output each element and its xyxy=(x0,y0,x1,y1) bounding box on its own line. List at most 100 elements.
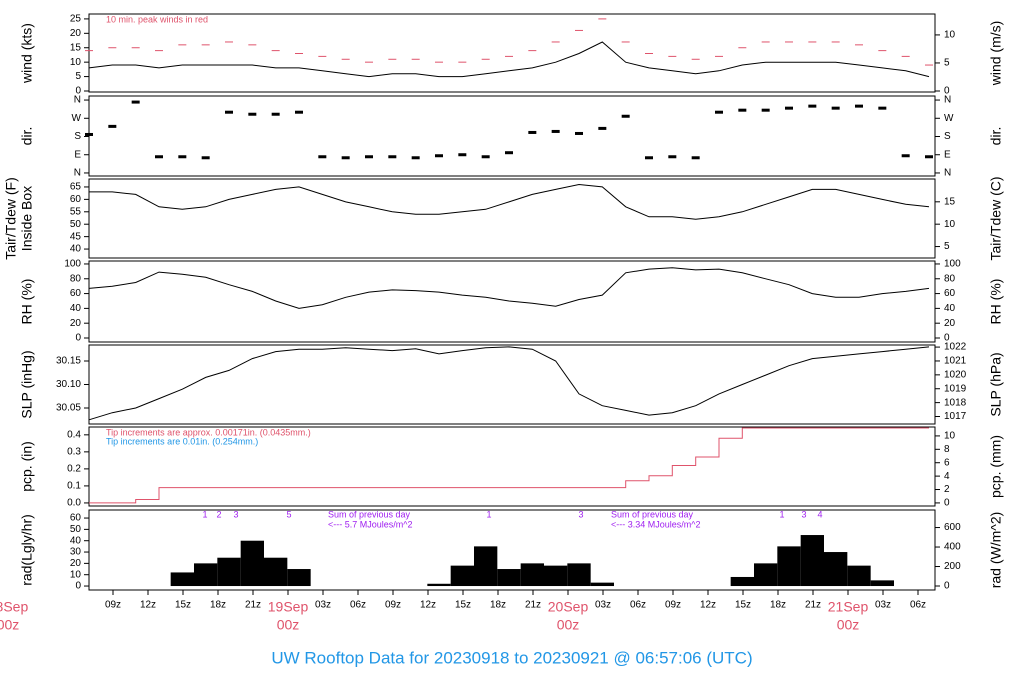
x-tick-label: 21z xyxy=(805,600,821,611)
x-tick-label: 21z xyxy=(245,600,261,611)
y-tick-label: 40 xyxy=(70,535,82,546)
panel: 0 5 10 15 20 25 0 5 10 wind (kts) wind (m/s) 10 min… xyxy=(19,13,1004,97)
x-tick-label: 15z xyxy=(175,600,191,611)
y-axis-label: dir. xyxy=(19,127,35,146)
y2-tick-label: W xyxy=(944,113,954,124)
x-tick-label: 12z xyxy=(700,600,716,611)
annotation: <--- 3.34 MJoules/m^2 xyxy=(611,519,701,529)
y2-tick-label: 8 xyxy=(944,444,950,455)
y-tick-label: 0.2 xyxy=(67,464,81,475)
y2-tick-label: 20 xyxy=(944,318,956,329)
x-tick-label: 09z xyxy=(105,600,121,611)
plot-frame xyxy=(88,426,936,507)
y2-tick-label: 1017 xyxy=(944,411,967,422)
y-axis-label: wind (kts) xyxy=(19,23,35,84)
y2-tick-label: 1018 xyxy=(944,397,967,408)
y-tick-label: 30.10 xyxy=(56,379,81,390)
dir-point xyxy=(341,156,350,160)
dir-point xyxy=(85,132,93,136)
annotation: 3 xyxy=(233,509,238,519)
dir-point xyxy=(131,100,140,104)
dir-point xyxy=(645,156,653,160)
dir-point xyxy=(528,130,537,134)
y-tick-label: 55 xyxy=(70,206,82,217)
x-tick-label: 18z xyxy=(490,600,506,611)
x-tick-label: 09z xyxy=(665,600,681,611)
y-axis-label: SLP (inHg) xyxy=(19,350,35,418)
y-tick-label: 80 xyxy=(70,273,82,284)
bar xyxy=(800,535,824,587)
annotation: 10 min. peak winds in red xyxy=(106,14,208,24)
bar xyxy=(217,557,241,587)
y-tick-label: 30.15 xyxy=(56,356,81,367)
dir-point xyxy=(225,110,233,114)
dir-point xyxy=(551,129,560,133)
annotation: 1 xyxy=(779,509,784,519)
y-tick-label: 60 xyxy=(70,288,82,299)
date-time-label: 00z xyxy=(557,617,580,633)
y-tick-label: W xyxy=(72,113,82,124)
dir-point xyxy=(481,155,490,159)
annotation: 3 xyxy=(801,509,806,519)
y2-tick-label: 600 xyxy=(944,522,961,533)
dir-point xyxy=(878,106,887,110)
line xyxy=(88,41,930,78)
bar xyxy=(754,563,778,587)
bar xyxy=(194,563,218,587)
y2-axis-label: RH (%) xyxy=(988,279,1004,325)
y-tick-label: 20 xyxy=(70,558,82,569)
dir-point xyxy=(295,110,303,114)
line xyxy=(89,183,930,220)
dir-point xyxy=(108,124,117,128)
y2-tick-label: 1020 xyxy=(944,369,967,380)
y2-tick-label: 4 xyxy=(944,471,950,482)
dir-point xyxy=(691,156,700,160)
plot-frame xyxy=(88,260,936,343)
dir-point xyxy=(831,106,840,110)
annotation: <--- 5.7 MJoules/m^2 xyxy=(328,519,413,529)
bar xyxy=(170,572,194,587)
plot-frame xyxy=(88,344,936,425)
y-tick-label: 60 xyxy=(70,513,82,524)
annotation: 5 xyxy=(286,509,291,519)
dir-point xyxy=(621,114,630,118)
dir-point xyxy=(365,155,373,159)
bar xyxy=(497,569,521,587)
y-tick-label: 45 xyxy=(70,231,82,242)
y-tick-label: 0.4 xyxy=(67,429,81,440)
y2-axis-label: SLP (hPa) xyxy=(988,352,1004,416)
dir-point xyxy=(901,154,910,158)
date-label: 18Sep xyxy=(0,599,28,615)
y-axis-label: Tair/Tdew (F) xyxy=(3,177,19,259)
y-tick-label: 0 xyxy=(75,86,81,97)
plot-frame xyxy=(88,509,936,591)
dir-point xyxy=(855,104,863,108)
y2-tick-label: 400 xyxy=(944,542,961,553)
y2-axis-label: dir. xyxy=(988,127,1004,146)
dir-point xyxy=(715,110,723,114)
y2-tick-label: 1022 xyxy=(944,342,967,353)
plot-frame xyxy=(88,13,936,93)
y2-tick-label: N xyxy=(944,168,951,179)
y-tick-label: 50 xyxy=(70,524,82,535)
y-tick-label: 5 xyxy=(75,71,81,82)
y2-axis-label: Tair/Tdew (C) xyxy=(988,176,1004,260)
bar xyxy=(520,563,544,587)
x-tick-label: 12z xyxy=(420,600,436,611)
date-time-label: 00z xyxy=(277,617,300,633)
x-tick-label: 06z xyxy=(350,600,366,611)
bar xyxy=(427,583,451,587)
y2-tick-label: 0 xyxy=(944,86,950,97)
date-time-label: 00z xyxy=(837,617,860,633)
y-tick-label: 25 xyxy=(70,14,82,25)
x-tick-label: 12z xyxy=(140,600,156,611)
dir-point xyxy=(925,155,933,159)
dir-point xyxy=(271,112,280,116)
annotation: 3 xyxy=(578,509,583,519)
y2-tick-label: 5 xyxy=(944,241,950,252)
date-time-label: 00z xyxy=(0,617,19,633)
y2-tick-label: 10 xyxy=(944,30,956,41)
y-tick-label: 10 xyxy=(70,569,82,580)
x-tick-label: 21z xyxy=(525,600,541,611)
